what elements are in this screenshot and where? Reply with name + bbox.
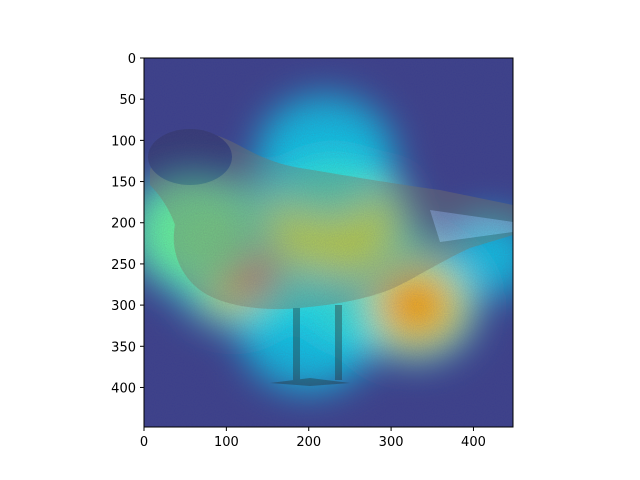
axes-frame <box>143 57 514 428</box>
image-grain <box>144 58 513 427</box>
x-tick-label: 100 <box>214 435 239 450</box>
x-tick-label: 400 <box>461 435 486 450</box>
y-tick-label: 350 <box>111 340 136 355</box>
x-tick-label: 0 <box>140 435 148 450</box>
plot-area <box>144 58 513 427</box>
y-tick-label: 0 <box>128 52 136 67</box>
y-tick-label: 300 <box>111 299 136 314</box>
y-tick-label: 100 <box>111 134 136 149</box>
y-tick-label: 400 <box>111 381 136 396</box>
y-tick-label: 150 <box>111 176 136 191</box>
y-tick-label: 50 <box>119 93 136 108</box>
x-axis: 0 100 200 300 400 <box>140 427 486 450</box>
y-axis: 0 50 100 150 200 250 300 350 400 <box>111 52 144 396</box>
x-tick-label: 200 <box>296 435 321 450</box>
y-tick-label: 200 <box>111 217 136 232</box>
y-tick-label: 250 <box>111 258 136 273</box>
x-tick-label: 300 <box>379 435 404 450</box>
